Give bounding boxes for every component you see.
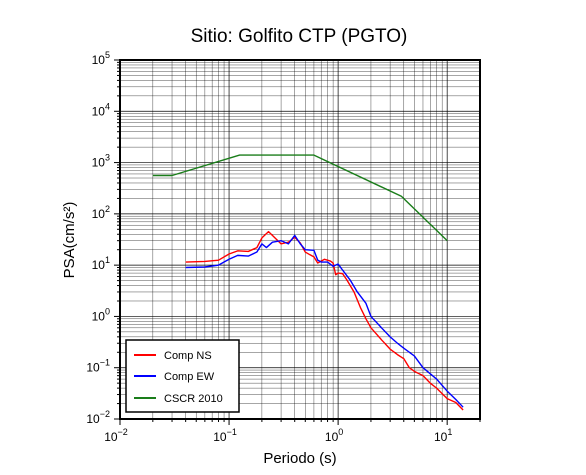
y-tick-label: 10−1: [86, 358, 110, 375]
y-tick-label: 10−2: [86, 409, 110, 426]
x-axis-label: Periodo (s): [263, 450, 336, 467]
plot-frame: [119, 59, 481, 420]
series-line-comp-ns: [185, 230, 464, 411]
y-tick-label: 100: [92, 306, 110, 323]
y-tick-label: 105: [92, 50, 110, 67]
series-line-comp-ew: [185, 234, 464, 408]
x-tick-label: 10−1: [213, 427, 237, 444]
y-tick-label: 101: [92, 255, 110, 272]
legend-label-cscr-2010: CSCR 2010: [164, 393, 223, 405]
legend-label-comp-ns: Comp NS: [164, 350, 212, 362]
x-tick-label: 101: [434, 427, 452, 444]
grid-lines: [119, 60, 481, 420]
data-series: [152, 154, 464, 411]
y-tick-label: 102: [92, 204, 110, 221]
x-axis-ticks: 10−2 10−1 100 101: [104, 419, 481, 444]
series-line-cscr-2010: [152, 154, 448, 242]
x-tick-label: 100: [325, 427, 343, 444]
chart-title: Sitio: Golfito CTP (PGTO): [191, 26, 408, 47]
y-axis-ticks: 10−2 10−1 100 101 102 103 104 105: [86, 50, 120, 426]
y-tick-label: 103: [92, 153, 110, 170]
x-tick-label: 10−2: [104, 427, 128, 444]
y-axis-label: PSA(cm/s²): [61, 202, 78, 279]
legend-label-comp-ew: Comp EW: [164, 371, 215, 383]
legend: Comp NS Comp EW CSCR 2010: [125, 339, 240, 413]
y-tick-label: 104: [92, 101, 110, 118]
